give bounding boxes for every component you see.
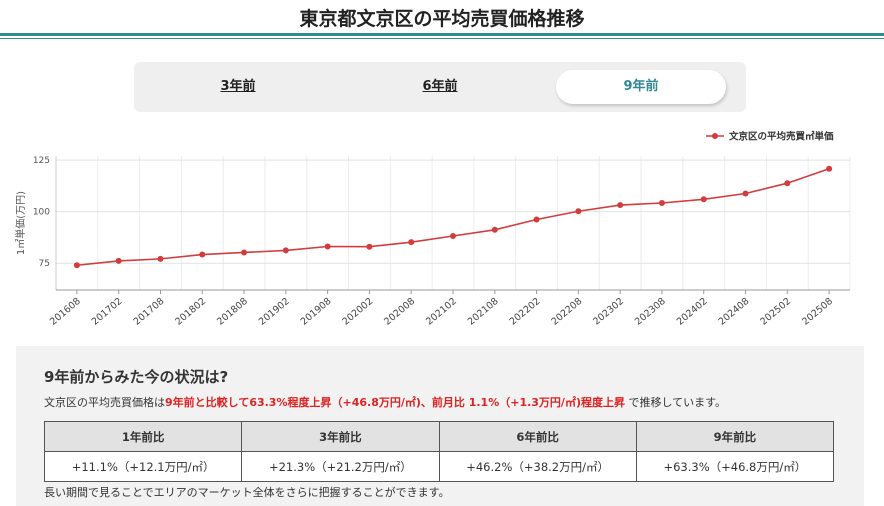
comparison-value-row: +11.1%（+12.1万円/㎡） +21.3%（+21.2万円/㎡） +46.… (43, 451, 835, 482)
x-tick-label: 202108 (466, 296, 501, 328)
data-point (491, 226, 498, 233)
x-tick-label: 202402 (675, 296, 710, 328)
value-9-years: +63.3%（+46.8万円/㎡） (635, 451, 835, 482)
price-chart-svg: 75 100 125 1㎡単価(万円) 201608 201702 201708 201802… (14, 131, 851, 328)
period-tabs: 3年前 6年前 9年前 (134, 62, 746, 112)
x-tick-label: 201808 (215, 296, 250, 328)
data-point (324, 243, 331, 250)
header-1-year: 1年前比 (43, 421, 243, 452)
x-tick-label: 202408 (717, 296, 752, 328)
summary-highlight: 9年前と比較して63.3%程度上昇（+46.8万円/㎡)、前月比 1.1%（+1… (165, 396, 625, 409)
data-point (115, 257, 122, 264)
comparison-table: 1年前比 3年前比 6年前比 9年前比 +11.1%（+12.1万円/㎡） +2… (43, 421, 835, 482)
x-tick-label: 202008 (382, 296, 417, 328)
legend-label: 文京区の平均売買㎡単価 (728, 131, 834, 143)
data-point (575, 208, 582, 215)
y-tick-label: 125 (33, 156, 50, 166)
comparison-header-row: 1年前比 3年前比 6年前比 9年前比 (43, 421, 835, 452)
data-point (826, 165, 833, 172)
data-point (241, 249, 248, 256)
data-point (73, 262, 80, 269)
status-heading: 9年前からみた今の状況は? (44, 368, 229, 386)
data-point (199, 251, 206, 258)
x-tick-label: 202102 (424, 296, 459, 328)
x-tick-label: 202308 (633, 296, 668, 328)
header-6-years: 6年前比 (438, 421, 637, 452)
x-tick-label: 201802 (173, 296, 208, 328)
x-tick-label: 201608 (48, 296, 83, 328)
data-point (784, 180, 791, 187)
title-divider-thin (0, 38, 884, 39)
summary-suffix: で推移しています。 (624, 396, 727, 409)
status-summary: 文京区の平均売買価格は9年前と比較して63.3%程度上昇（+46.8万円/㎡)、… (44, 394, 726, 410)
value-1-year: +11.1%（+12.1万円/㎡） (43, 451, 243, 482)
x-tick-label: 202202 (508, 296, 543, 328)
y-axis-label: 1㎡単価(万円) (14, 191, 27, 255)
y-tick-label: 75 (39, 259, 50, 269)
status-note: 長い期間で見ることでエリアのマーケット全体をさらに把握することができます。 (44, 486, 450, 499)
y-tick-label: 100 (33, 208, 50, 218)
tab-3-years[interactable]: 3年前 (220, 79, 256, 94)
legend-marker (712, 133, 718, 139)
x-tick-label: 201702 (90, 296, 125, 328)
data-point (658, 200, 665, 207)
page-title: 東京都文京区の平均売買価格推移 (299, 8, 585, 30)
tab-9-years[interactable]: 9年前 (556, 70, 726, 104)
data-point (157, 255, 164, 262)
summary-prefix: 文京区の平均売買価格は (44, 396, 165, 409)
data-point (742, 190, 749, 197)
x-tick-label: 201908 (299, 296, 334, 328)
data-point (450, 232, 456, 239)
title-divider (0, 33, 884, 36)
x-tick-label: 201902 (257, 296, 292, 328)
x-tick-label: 202302 (591, 296, 626, 328)
x-tick-label: 202502 (758, 296, 793, 328)
x-tick-label: 202002 (340, 296, 375, 328)
data-point (533, 216, 540, 223)
value-3-years: +21.3%（+21.2万円/㎡） (241, 451, 440, 482)
data-point (282, 247, 289, 254)
price-chart: 75 100 125 1㎡単価(万円) 201608 201702 201708 201802… (0, 120, 884, 342)
data-point (366, 243, 373, 250)
x-tick-label: 202208 (549, 296, 584, 328)
data-point (700, 196, 707, 203)
data-point (408, 239, 415, 246)
status-panel: 9年前からみた今の状況は? 文京区の平均売買価格は9年前と比較して63.3%程度… (16, 346, 864, 506)
header-3-years: 3年前比 (241, 421, 440, 452)
series-line (76, 168, 830, 267)
x-tick-label: 202508 (800, 296, 835, 328)
x-tick-label: 201708 (132, 296, 167, 328)
header-9-years: 9年前比 (635, 421, 835, 452)
tab-6-years[interactable]: 6年前 (422, 79, 458, 94)
data-point (617, 202, 624, 209)
value-6-years: +46.2%（+38.2万円/㎡） (438, 451, 637, 482)
